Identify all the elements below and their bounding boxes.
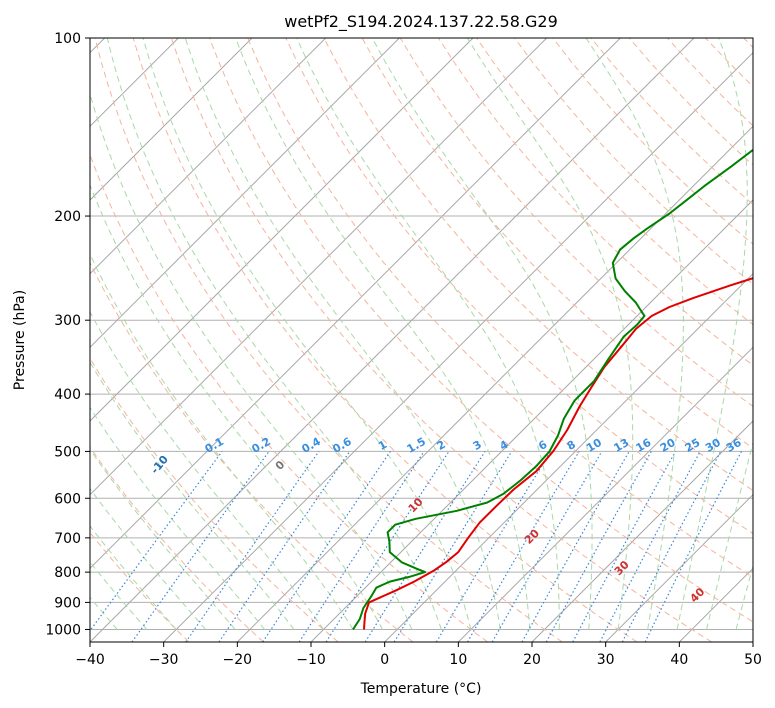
- mixing-ratio-line: [393, 451, 513, 642]
- dry-adiabat-line: [514, 38, 753, 285]
- dewpoint-profile-line: [352, 148, 753, 631]
- dry-adiabat-line: [247, 38, 753, 578]
- isotherm-line: [90, 38, 327, 275]
- y-tick-label: 300: [54, 313, 81, 329]
- isotherm-line: [605, 493, 753, 642]
- mixing-ratio-line: [131, 451, 270, 642]
- y-tick-label: 900: [54, 595, 81, 611]
- plot-area: [90, 38, 753, 642]
- dry-adiabat-line: [94, 38, 563, 642]
- profiles: [352, 148, 753, 631]
- isotherm-line: [90, 38, 474, 422]
- moist-adiabat-line: [235, 38, 531, 630]
- x-tick-label: −30: [149, 652, 179, 668]
- moist-adiabat-line: [296, 38, 560, 630]
- moist-adiabat-line: [142, 38, 472, 630]
- dry-adiabat-line: [170, 38, 712, 642]
- moist-adiabat-line: [90, 487, 207, 630]
- y-tick-label: 600: [54, 491, 81, 507]
- x-tick-label: −10: [296, 652, 326, 668]
- isotherm-line: [90, 38, 253, 201]
- x-tick-label: 0: [380, 652, 389, 668]
- dry-adiabat-line: [476, 38, 753, 326]
- isotherm-line: [163, 51, 753, 642]
- mixing-ratio-line: [90, 451, 223, 632]
- plot-background: [90, 38, 753, 642]
- moist-adiabat-line: [90, 448, 236, 630]
- dry-adiabat-line: [285, 38, 753, 535]
- moist-adiabat-line: [184, 38, 501, 630]
- x-tick-label: −40: [75, 652, 105, 668]
- moist-adiabat-line: [90, 92, 413, 630]
- moist-adiabats: [0, 38, 753, 630]
- dry-adiabat-label: -30: [0, 389, 11, 413]
- isotherm-line: [531, 420, 753, 642]
- moist-adiabat-line: [676, 38, 748, 630]
- pressure-gridlines: [90, 38, 753, 630]
- y-axis-ticks: 100 200 300 400 500 600 700 800 900 1000: [45, 31, 90, 638]
- isotherm-line: [752, 641, 753, 642]
- moist-adiabat-line: [371, 38, 593, 630]
- mixing-ratio-line: [185, 451, 320, 642]
- moist-adiabat-line: [735, 564, 753, 630]
- y-tick-label: 700: [54, 531, 81, 547]
- dry-adiabat-line: [209, 38, 753, 623]
- moist-adiabat-line: [90, 406, 265, 630]
- x-tick-label: 30: [597, 652, 615, 668]
- plot-frame: [89, 37, 754, 643]
- y-tick-label: 800: [54, 565, 81, 581]
- temperature-profile-line: [363, 277, 753, 630]
- dry-adiabat-line: [132, 38, 638, 642]
- plot-border: [89, 37, 754, 643]
- dry-adiabat-line: [90, 357, 339, 642]
- mixing-ratio-lines: [90, 451, 743, 642]
- mixing-ratio-line: [521, 451, 630, 642]
- moist-adiabat-line: [106, 38, 442, 630]
- isotherm-line: [90, 38, 548, 496]
- moist-adiabat-line: [90, 253, 354, 630]
- mixing-ratio-line: [325, 451, 450, 642]
- moist-adiabat-line: [706, 440, 753, 630]
- x-tick-label: 40: [670, 652, 688, 668]
- x-tick-label: −20: [223, 652, 253, 668]
- y-axis-title: Pressure (hPa): [12, 290, 28, 390]
- mixing-ratio-line: [218, 451, 351, 642]
- moist-adiabat-line: [90, 525, 177, 630]
- y-tick-label: 400: [54, 387, 81, 403]
- isotherm-line: [90, 38, 400, 349]
- moist-adiabat-line: [466, 38, 634, 630]
- moist-adiabat-line: [90, 561, 148, 630]
- mixing-ratio-line: [262, 451, 391, 642]
- y-tick-label: 1000: [45, 622, 81, 638]
- moist-adiabat-line: [0, 38, 58, 630]
- isotherm-line: [90, 38, 621, 570]
- dry-adiabat-line: [323, 38, 753, 492]
- mixing-ratio-line: [298, 451, 425, 642]
- y-tick-label: 200: [54, 209, 81, 225]
- mixing-ratio-line: [644, 451, 743, 642]
- isotherm-line: [384, 272, 753, 642]
- x-tick-label: 20: [523, 652, 541, 668]
- x-tick-label: 50: [744, 652, 762, 668]
- y-tick-label: 500: [54, 444, 81, 460]
- dry-adiabat-line: [90, 261, 414, 642]
- x-tick-label: 10: [449, 652, 467, 668]
- moist-adiabat-line: [585, 38, 684, 630]
- x-axis-ticks: −40 −30 −20 −10 0 10 20 30 40 50: [75, 642, 762, 668]
- moist-adiabat-line: [90, 361, 295, 630]
- moist-adiabat-line: [90, 311, 324, 630]
- mixing-ratio-line: [621, 451, 722, 642]
- y-tick-label: 100: [54, 31, 81, 47]
- isotherm-line: [457, 346, 753, 642]
- dry-adiabats: [90, 38, 753, 642]
- dry-adiabat-line: [90, 446, 264, 642]
- mixing-ratio-line: [572, 451, 677, 642]
- chart-title: wetPf2_S194.2024.137.22.58.G29: [284, 12, 558, 32]
- x-axis-title: Temperature (°C): [360, 681, 482, 697]
- isotherm-line: [236, 125, 753, 642]
- mixing-ratio-line: [545, 451, 652, 642]
